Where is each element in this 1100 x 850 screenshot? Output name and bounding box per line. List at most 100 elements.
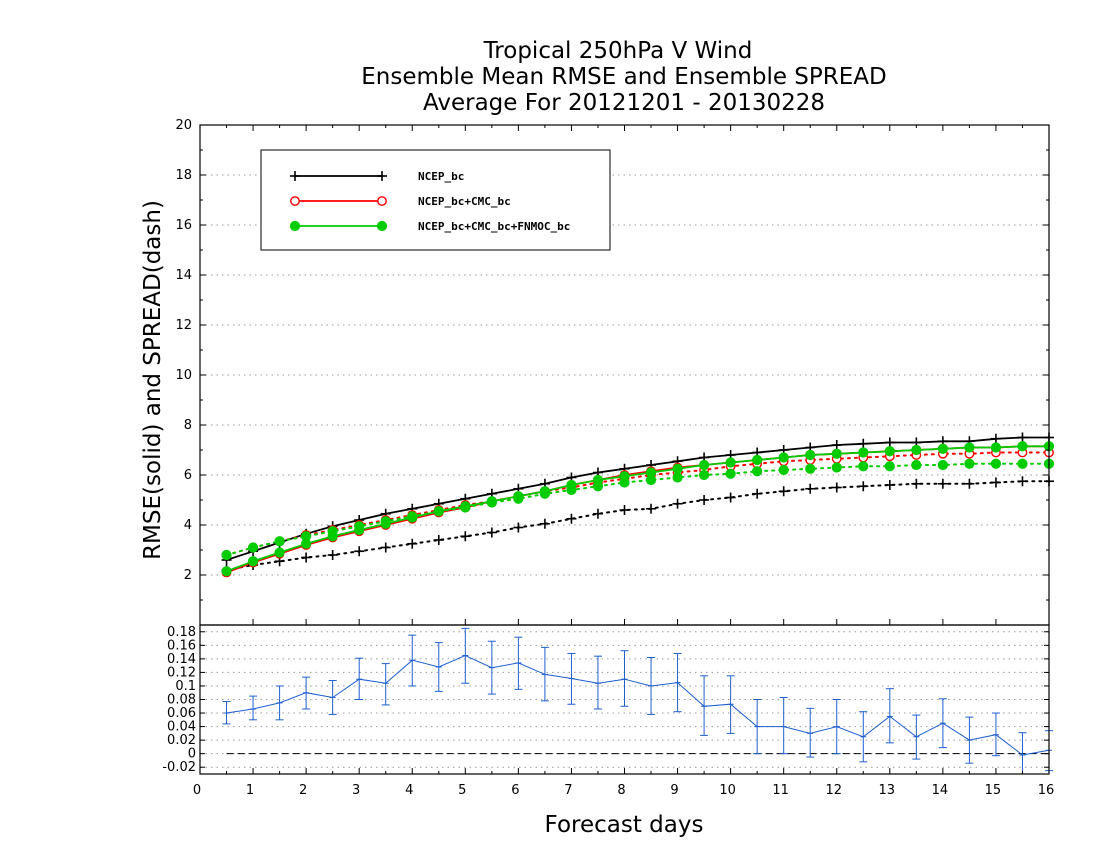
- spread-point-ncep-bc-cmc-bc-fnmoc-bc: [672, 472, 683, 483]
- bottom-y-tick-label: 0.02: [167, 733, 196, 748]
- x-tick-label: 13: [879, 783, 896, 798]
- y-tick-label: 12: [175, 318, 192, 333]
- x-tick-label: 3: [352, 783, 360, 798]
- top-panel-series: [221, 432, 1055, 578]
- rmse-point-ncep-bc-cmc-bc-fnmoc-bc: [433, 506, 444, 517]
- bottom-panel-series: [222, 627, 1053, 775]
- x-tick-label: 9: [670, 783, 678, 798]
- bottom-y-tick-label: 0.06: [167, 706, 196, 721]
- rmse-point-ncep-bc-cmc-bc-fnmoc-bc: [274, 547, 285, 558]
- rmse-point-ncep-bc-cmc-bc-fnmoc-bc: [911, 444, 922, 456]
- axis-ticks: 2468101214161820-0.0200.020.040.060.080.…: [162, 118, 1054, 798]
- legend-marker: [290, 196, 300, 206]
- chart-title-line-1: Tropical 250hPa V Wind: [483, 38, 753, 64]
- y-tick-label: 18: [175, 168, 192, 183]
- legend-label: NCEP_bc+CMC_bc+FNMOC_bc: [418, 220, 570, 233]
- x-tick-label: 7: [564, 783, 572, 798]
- spread-point-ncep-bc-cmc-bc-fnmoc-bc: [274, 536, 285, 547]
- rmse-point-ncep-bc-cmc-bc-fnmoc-bc: [964, 442, 975, 453]
- rmse-point-ncep-bc-cmc-bc-fnmoc-bc: [672, 463, 683, 474]
- legend-box: [260, 149, 611, 251]
- x-tick-label: 10: [719, 783, 736, 798]
- rmse-point-ncep-bc-cmc-bc-fnmoc-bc: [752, 454, 763, 466]
- x-tick-label: 0: [193, 783, 201, 798]
- rmse-line-ncep-bc: [226, 436, 1049, 561]
- bottom-y-tick-label: 0.18: [167, 625, 196, 640]
- rmse-point-ncep-bc-cmc-bc-fnmoc-bc: [698, 459, 710, 471]
- spread-point-ncep-bc-cmc-bc-fnmoc-bc: [752, 466, 763, 477]
- legend-marker: [377, 196, 387, 206]
- spread-point-ncep-bc-cmc-bc-fnmoc-bc: [778, 464, 789, 476]
- rmse-point-ncep-bc-cmc-bc-fnmoc-bc: [486, 496, 497, 507]
- spread-point-ncep-bc-cmc-bc-fnmoc-bc: [911, 459, 922, 471]
- x-tick-label: 15: [985, 783, 1002, 798]
- bottom-y-tick-label: 0.12: [167, 665, 196, 680]
- y-tick-label: 20: [175, 118, 192, 133]
- rmse-point-ncep-bc-cmc-bc-fnmoc-bc: [1017, 441, 1028, 452]
- x-tick-label: 2: [299, 783, 307, 798]
- spread-point-ncep-bc-cmc-bc-fnmoc-bc: [221, 549, 232, 561]
- spread-line-ncep-bc-cmc-bc: [225, 451, 1050, 556]
- spread-line-ncep-bc: [225, 480, 1050, 571]
- spread-point-ncep-bc-cmc-bc-fnmoc-bc: [990, 458, 1002, 469]
- spread-point-ncep-bc-cmc-bc-fnmoc-bc: [884, 461, 895, 472]
- rmse-point-ncep-bc-cmc-bc-fnmoc-bc: [539, 486, 551, 497]
- rmse-point-ncep-bc-cmc-bc-fnmoc-bc: [460, 501, 471, 512]
- rmse-point-ncep-bc-cmc-bc-fnmoc-bc: [592, 474, 604, 486]
- rmse-point-ncep-bc-cmc-bc-fnmoc-bc: [858, 447, 869, 458]
- x-tick-label: 11: [772, 783, 789, 798]
- rmse-point-ncep-bc-cmc-bc-fnmoc-bc: [831, 448, 842, 459]
- bottom-y-tick-label: 0.1: [175, 679, 196, 694]
- spread-point-ncep-bc-cmc-bc-fnmoc-bc: [1017, 458, 1028, 469]
- bottom-panel-frame: [199, 624, 1050, 775]
- chart-title-line-3: Average For 20121201 - 20130228: [423, 90, 825, 116]
- rmse-point-ncep-bc-cmc-bc-fnmoc-bc: [990, 442, 1002, 453]
- rmse-point-ncep-bc-cmc-bc-fnmoc-bc: [301, 538, 312, 549]
- spread-point-ncep-bc-cmc-bc-fnmoc-bc: [937, 459, 948, 471]
- x-tick-label: 6: [511, 783, 519, 798]
- legend-label: NCEP_bc: [418, 170, 464, 183]
- bottom-y-tick-label: 0.04: [167, 720, 196, 735]
- x-tick-label: 14: [932, 783, 949, 798]
- rmse-point-ncep-bc-cmc-bc-fnmoc-bc: [937, 443, 948, 454]
- spread-point-ncep-bc-cmc-bc-fnmoc-bc: [831, 462, 842, 473]
- x-tick-label: 1: [246, 783, 254, 798]
- rmse-point-ncep-bc-cmc-bc-fnmoc-bc: [778, 452, 789, 463]
- y-tick-label: 8: [184, 418, 192, 433]
- x-tick-label: 8: [617, 783, 625, 798]
- y-tick-label: 4: [184, 518, 192, 533]
- spread-point-ncep-bc-cmc-bc-fnmoc-bc: [964, 458, 975, 469]
- y-tick-label: 14: [175, 268, 192, 283]
- rmse-point-ncep-bc-cmc-bc-fnmoc-bc: [725, 457, 736, 468]
- spread-point-ncep-bc-cmc-bc-fnmoc-bc: [858, 461, 869, 472]
- rmse-point-ncep-bc-cmc-bc-fnmoc-bc: [805, 449, 816, 461]
- y-tick-label: 16: [175, 218, 192, 233]
- rmse-point-ncep-bc-cmc-bc-fnmoc-bc: [884, 446, 895, 457]
- bottom-y-tick-label: -0.02: [162, 760, 196, 775]
- y-tick-label: 2: [184, 568, 192, 583]
- x-tick-label: 16: [1038, 783, 1055, 798]
- legend-marker: [289, 220, 301, 232]
- legend-marker: [376, 220, 388, 232]
- legend: NCEP_bc NCEP_bc+CMC_bc NCEP_bc+CMC_bc+FNMO…: [260, 149, 611, 251]
- spread-point-ncep-bc-cmc-bc-fnmoc-bc: [725, 468, 736, 479]
- rmse-point-ncep-bc-cmc-bc-fnmoc-bc: [247, 556, 259, 567]
- y-tick-label: 6: [184, 468, 192, 483]
- y-tick-label: 10: [175, 368, 192, 383]
- x-tick-label: 12: [825, 783, 842, 798]
- rmse-point-ncep-bc-cmc-bc-fnmoc-bc: [513, 491, 524, 502]
- y-axis-label: RMSE(solid) and SPREAD(dash): [140, 200, 166, 560]
- chart-title-line-2: Ensemble Mean RMSE and Ensemble SPREAD: [361, 64, 886, 90]
- spread-point-ncep-bc-cmc-bc-fnmoc-bc: [698, 469, 710, 481]
- bottom-y-tick-label: 0: [188, 747, 196, 762]
- x-tick-label: 5: [458, 783, 466, 798]
- difference-line: [226, 654, 1050, 756]
- x-axis-label: Forecast days: [545, 812, 704, 838]
- x-tick-label: 4: [405, 783, 413, 798]
- bottom-y-tick-label: 0.08: [167, 693, 196, 708]
- bottom-y-tick-label: 0.14: [167, 652, 196, 667]
- legend-label: NCEP_bc+CMC_bc: [418, 195, 511, 208]
- rmse-point-ncep-bc-cmc-bc-fnmoc-bc: [645, 467, 657, 478]
- bottom-y-tick-label: 0.16: [167, 638, 196, 653]
